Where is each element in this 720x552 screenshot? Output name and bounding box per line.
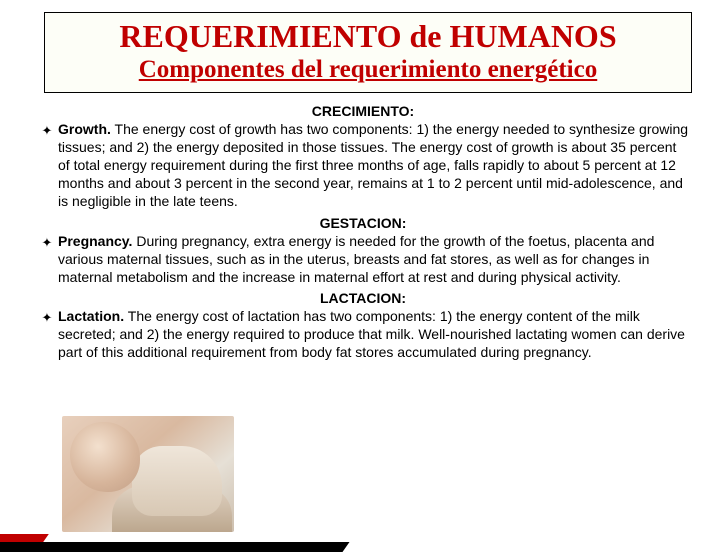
bullet-body: The energy cost of growth has two compon… [58,121,688,209]
section-header-gestacion: GESTACION: [36,215,690,231]
bullet-lead: Pregnancy. [58,233,132,249]
bullet-lead: Lactation. [58,308,124,324]
bullet-lead: Growth. [58,121,111,137]
breastfeeding-photo [62,416,234,532]
page-title: REQUERIMIENTO de HUMANOS [55,19,681,54]
title-box: REQUERIMIENTO de HUMANOS Componentes del… [44,12,692,93]
list-item: ✦ Growth. The energy cost of growth has … [36,121,690,211]
list-item: ✦ Pregnancy. During pregnancy, extra ene… [36,233,690,287]
bullet-icon: ✦ [36,121,58,139]
decorative-stripe-red [0,534,49,542]
bullet-body: The energy cost of lactation has two com… [58,308,685,360]
page-subtitle: Componentes del requerimiento energético [55,56,681,84]
bullet-body: During pregnancy, extra energy is needed… [58,233,654,285]
list-item: ✦ Lactation. The energy cost of lactatio… [36,308,690,362]
bullet-text-pregnancy: Pregnancy. During pregnancy, extra energ… [58,233,690,287]
decorative-stripe-black [0,542,350,552]
section-header-lactacion: LACTACION: [36,290,690,306]
bullet-text-lactation: Lactation. The energy cost of lactation … [58,308,690,362]
content-area: CRECIMIENTO: ✦ Growth. The energy cost o… [36,103,690,362]
bullet-icon: ✦ [36,308,58,326]
bullet-icon: ✦ [36,233,58,251]
section-header-crecimiento: CRECIMIENTO: [36,103,690,119]
bullet-text-growth: Growth. The energy cost of growth has tw… [58,121,690,211]
